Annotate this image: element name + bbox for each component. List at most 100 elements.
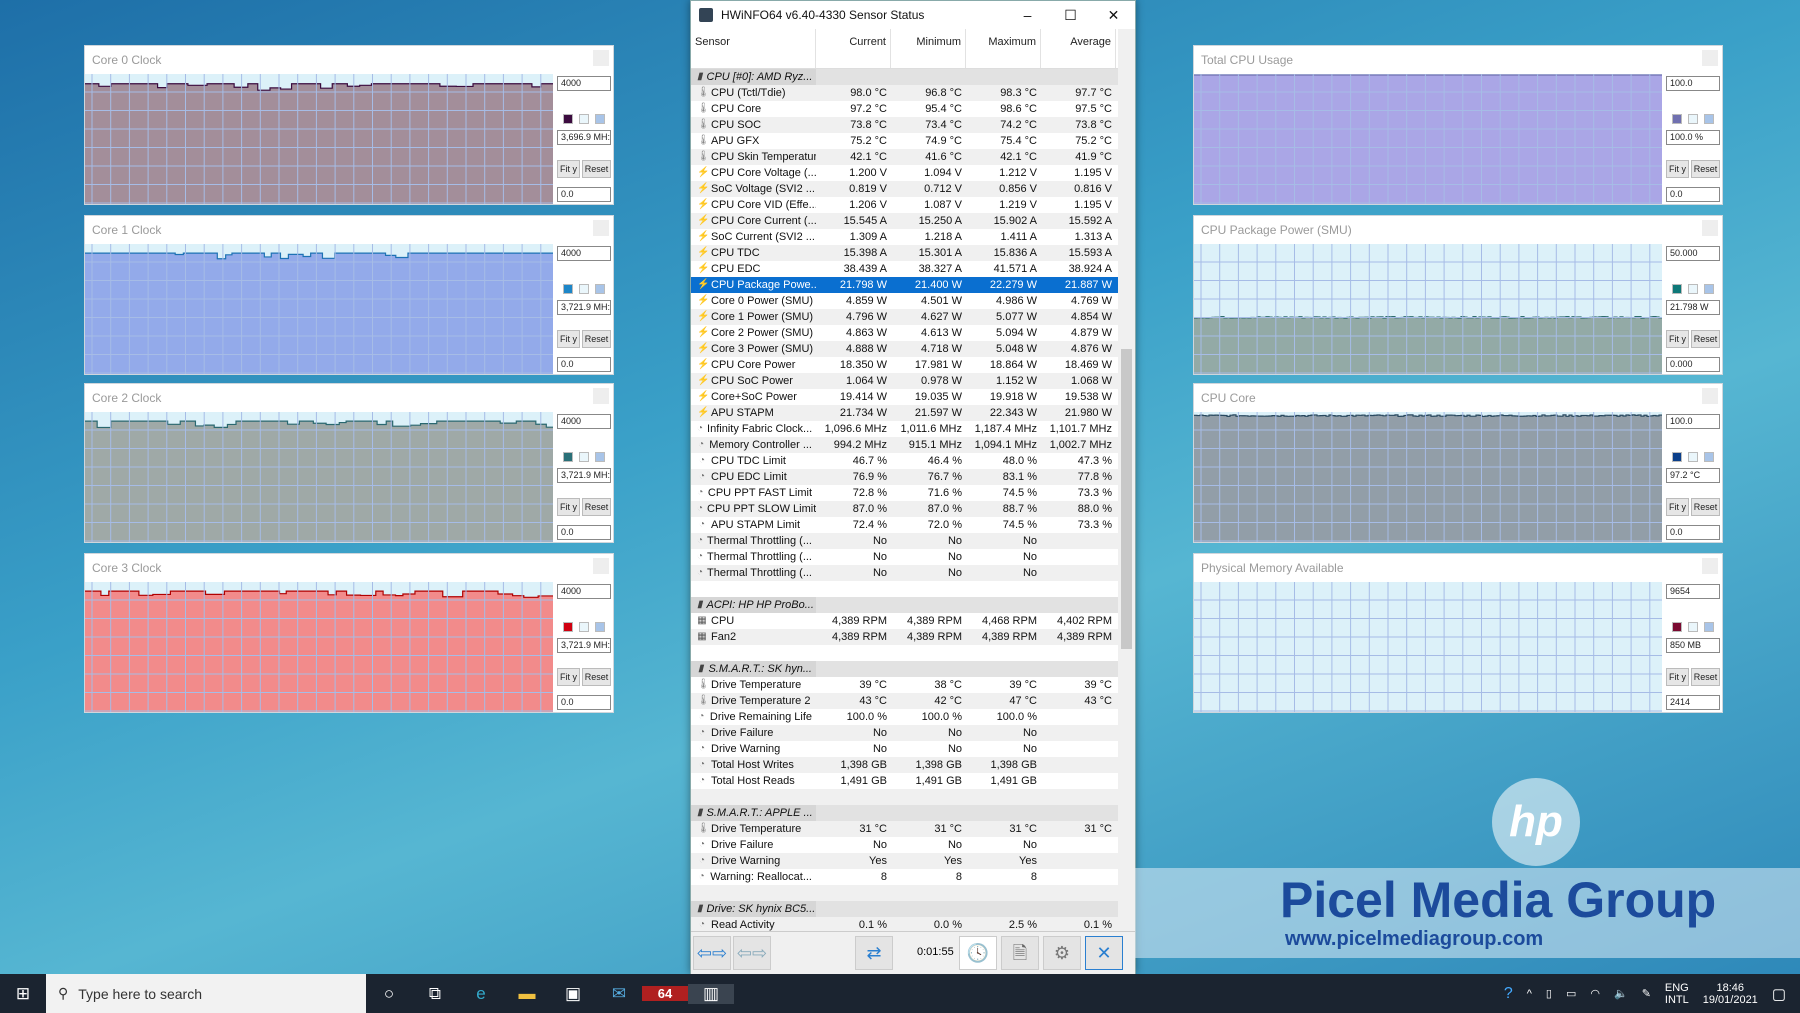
column-minimum[interactable]: Minimum (891, 29, 966, 68)
column-current[interactable]: Current (816, 29, 891, 68)
grid-color-swatch[interactable] (1704, 452, 1714, 462)
sensor-row[interactable]: ⚡ CPU Core Power 18.350 W 17.981 W 18.864 W 1… (691, 357, 1119, 373)
graph-max-field[interactable]: 100.0 (1666, 76, 1720, 91)
fit-y-button[interactable]: Fit y (557, 668, 580, 686)
graph-max-field[interactable]: 50.000 (1666, 246, 1720, 261)
sensor-row[interactable]: ⚡ CPU Core VID (Effe... 1.206 V 1.087 V 1.21… (691, 197, 1119, 213)
sensor-row[interactable]: 🌡 CPU Core 97.2 °C 95.4 °C 98.6 °C 97.5 °C (691, 101, 1119, 117)
sensor-row[interactable]: ◔ Drive Remaining Life 100.0 % 100.0 % 100.0… (691, 709, 1119, 725)
sensor-row[interactable]: ⚡ CPU TDC 15.398 A 15.301 A 15.836 A 15.593 A (691, 245, 1119, 261)
grid-color-swatch[interactable] (1704, 622, 1714, 632)
line-color-swatch[interactable] (563, 622, 573, 632)
reset-button[interactable]: Reset (1691, 160, 1720, 178)
sensor-row[interactable]: 🌡 CPU (Tctl/Tdie) 98.0 °C 96.8 °C 98.3 °C 97.… (691, 85, 1119, 101)
fit-y-button[interactable]: Fit y (1666, 330, 1689, 348)
pen-icon[interactable]: ✎ (1641, 988, 1651, 1000)
column-maximum[interactable]: Maximum (966, 29, 1041, 68)
sensor-row[interactable]: ◔ CPU TDC Limit 46.7 % 46.4 % 48.0 % 47.3 % (691, 453, 1119, 469)
graph-max-field[interactable]: 4000 (557, 584, 611, 599)
sensor-row[interactable]: ◔ Total Host Reads 1,491 GB 1,491 GB 1,491 G… (691, 773, 1119, 789)
sensor-group-row[interactable]: ▮ ACPI: HP HP ProBo... (691, 597, 1119, 613)
graph-min-field[interactable]: 0.0 (1666, 187, 1720, 202)
sensor-row[interactable]: ◔ Thermal Throttling (... No No No (691, 549, 1119, 565)
sensor-row[interactable]: ◔ Infinity Fabric Clock... 1,096.6 MHz 1,01… (691, 421, 1119, 437)
sensor-row[interactable]: ◔ CPU PPT FAST Limit 72.8 % 71.6 % 74.5 % 73.… (691, 485, 1119, 501)
fit-y-button[interactable]: Fit y (1666, 160, 1689, 178)
graph-min-field[interactable]: 0.0 (557, 357, 611, 372)
store-icon[interactable]: ▣ (564, 983, 582, 1003)
background-color-swatch[interactable] (1688, 452, 1698, 462)
graph-close-button[interactable] (593, 388, 609, 404)
sensor-row[interactable]: ⚡ CPU SoC Power 1.064 W 0.978 W 1.152 W 1.068… (691, 373, 1119, 389)
graph-close-button[interactable] (593, 558, 609, 574)
fit-y-button[interactable]: Fit y (557, 330, 580, 348)
grid-color-swatch[interactable] (1704, 114, 1714, 124)
sensor-row[interactable]: ◔ CPU EDC Limit 76.9 % 76.7 % 83.1 % 77.8 % (691, 469, 1119, 485)
minimize-button[interactable]: – (1023, 6, 1032, 23)
close-sensors-button[interactable]: ✕ (1085, 936, 1123, 970)
navigate-arrows-button[interactable]: ⇦⇨ (693, 936, 731, 970)
grid-color-swatch[interactable] (595, 114, 605, 124)
sensor-row[interactable]: ▦ Fan2 4,389 RPM 4,389 RPM 4,389 RPM 4,389 RP… (691, 629, 1119, 645)
graph-min-field[interactable]: 2414 (1666, 695, 1720, 710)
grid-color-swatch[interactable] (595, 452, 605, 462)
reset-button[interactable]: Reset (1691, 498, 1720, 516)
sensor-row[interactable]: ◔ Read Activity 0.1 % 0.0 % 2.5 % 0.1 % (691, 917, 1119, 931)
background-color-swatch[interactable] (1688, 284, 1698, 294)
sensor-row[interactable]: ◔ Warning: Reallocat... 8 8 8 (691, 869, 1119, 885)
sensor-row[interactable]: 🌡 Drive Temperature 39 °C 38 °C 39 °C 39 °C (691, 677, 1119, 693)
line-color-swatch[interactable] (563, 452, 573, 462)
graph-min-field[interactable]: 0.0 (1666, 525, 1720, 540)
wifi-icon[interactable]: ◠ (1590, 988, 1600, 1000)
fit-y-button[interactable]: Fit y (557, 498, 580, 516)
background-color-swatch[interactable] (579, 284, 589, 294)
graph-close-button[interactable] (1702, 220, 1718, 236)
background-color-swatch[interactable] (579, 622, 589, 632)
reset-button[interactable]: Reset (582, 160, 611, 178)
sensor-group-row[interactable]: ▮ S.M.A.R.T.: SK hyn... (691, 661, 1119, 677)
sensor-row[interactable]: ⚡ Core 0 Power (SMU) 4.859 W 4.501 W 4.986 W… (691, 293, 1119, 309)
settings-gear-icon[interactable]: ⚙ (1043, 936, 1081, 970)
sensor-row[interactable]: ◔ Drive Warning Yes Yes Yes (691, 853, 1119, 869)
scrollbar-thumb[interactable] (1121, 349, 1132, 649)
line-color-swatch[interactable] (563, 284, 573, 294)
sensor-row[interactable]: ⚡ APU STAPM 21.734 W 21.597 W 22.343 W 21.980… (691, 405, 1119, 421)
sensor-row[interactable]: ⚡ SoC Voltage (SVI2 ... 0.819 V 0.712 V 0.85… (691, 181, 1119, 197)
language-indicator[interactable]: ENG INTL (1665, 982, 1689, 1006)
chevron-up-icon[interactable]: ^ (1526, 987, 1532, 1000)
sensor-group-row[interactable]: ▮ Drive: SK hynix BC5... (691, 901, 1119, 917)
grid-color-swatch[interactable] (1704, 284, 1714, 294)
sensor-group-row[interactable]: ▮ S.M.A.R.T.: APPLE ... (691, 805, 1119, 821)
cortana-icon[interactable]: ○ (383, 983, 395, 1003)
reset-button[interactable]: Reset (582, 330, 611, 348)
column-average[interactable]: Average (1041, 29, 1116, 68)
sensor-row[interactable]: ⚡ CPU EDC 38.439 A 38.327 A 41.571 A 38.924 A (691, 261, 1119, 277)
maximize-button[interactable]: ☐ (1064, 6, 1077, 23)
sensor-row[interactable]: ◔ Memory Controller ... 994.2 MHz 915.1 MHz… (691, 437, 1119, 453)
fit-y-button[interactable]: Fit y (1666, 668, 1689, 686)
edge-icon[interactable]: e (476, 983, 486, 1003)
hwinfo-sensors-taskbar-icon[interactable]: ▥ (688, 983, 734, 1004)
sensor-row[interactable]: ◔ CPU PPT SLOW Limit 87.0 % 87.0 % 88.7 % 88.… (691, 501, 1119, 517)
file-explorer-icon[interactable]: ▬ (518, 983, 536, 1003)
graph-min-field[interactable]: 0.0 (557, 695, 611, 710)
graph-max-field[interactable]: 4000 (557, 246, 611, 261)
graph-max-field[interactable]: 100.0 (1666, 414, 1720, 429)
graph-min-field[interactable]: 0.000 (1666, 357, 1720, 372)
sensor-row[interactable]: ◔ Thermal Throttling (... No No No (691, 533, 1119, 549)
sensor-row[interactable]: ⚡ Core 1 Power (SMU) 4.796 W 4.627 W 5.077 W… (691, 309, 1119, 325)
sensor-row[interactable]: ◔ Thermal Throttling (... No No No (691, 565, 1119, 581)
background-color-swatch[interactable] (579, 452, 589, 462)
reset-button[interactable]: Reset (582, 498, 611, 516)
vertical-scrollbar[interactable] (1118, 29, 1135, 931)
navigate-arrows-disabled-button[interactable]: ⇦⇨ (733, 936, 771, 970)
battery-icon[interactable]: ▭ (1565, 988, 1577, 1000)
line-color-swatch[interactable] (1672, 284, 1682, 294)
taskbar-search[interactable]: ⚲ Type here to search (46, 974, 366, 1013)
sensor-row[interactable]: ◔ APU STAPM Limit 72.4 % 72.0 % 74.5 % 73.3 % (691, 517, 1119, 533)
graph-close-button[interactable] (593, 50, 609, 66)
grid-color-swatch[interactable] (595, 284, 605, 294)
sensor-row[interactable]: ⚡ CPU Core Current (... 15.545 A 15.250 A 15… (691, 213, 1119, 229)
sensor-row[interactable]: ⚡ CPU Core Voltage (... 1.200 V 1.094 V 1.21… (691, 165, 1119, 181)
sensor-row[interactable]: 🌡 Drive Temperature 2 43 °C 42 °C 47 °C 43 °C (691, 693, 1119, 709)
